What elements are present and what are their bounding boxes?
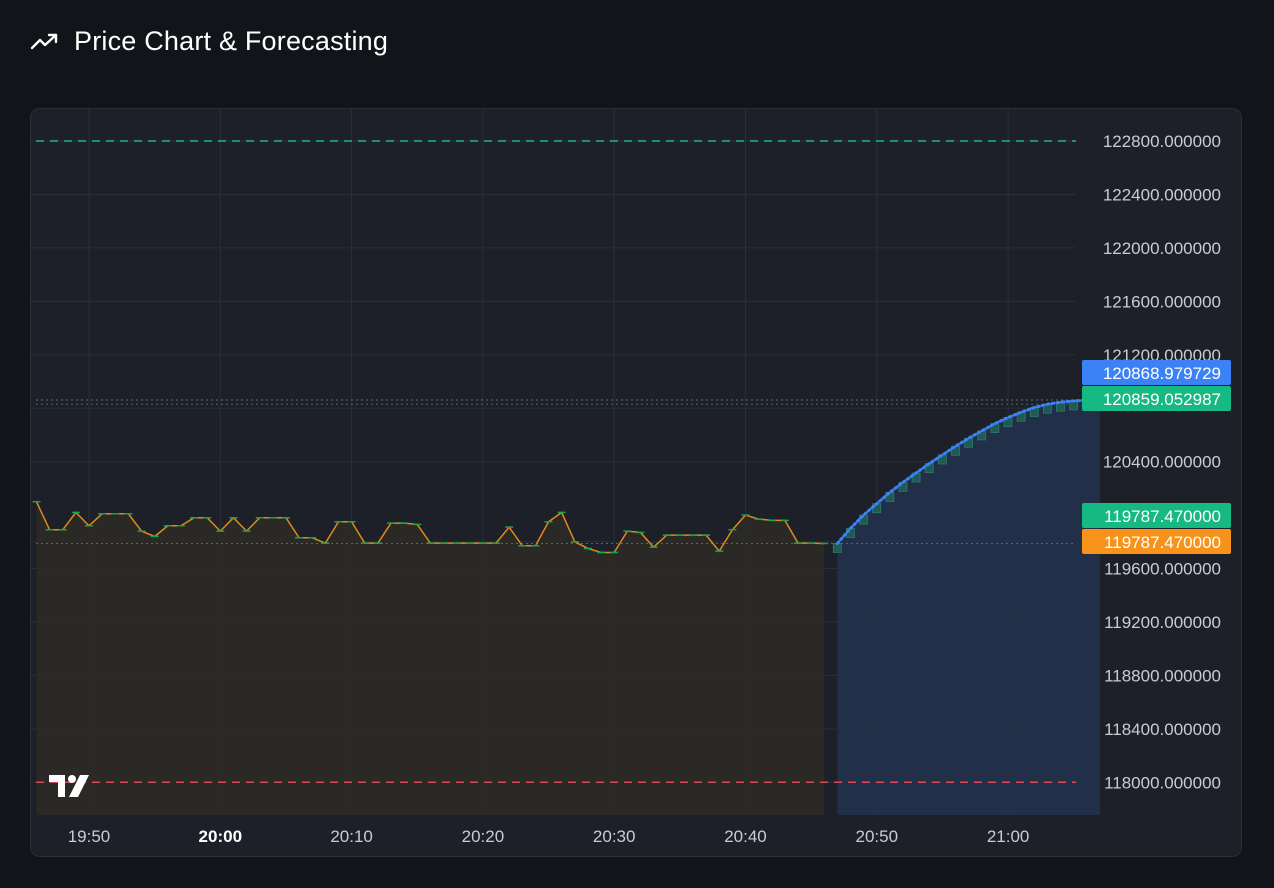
price-tag-label: 120868.979729 [1103,364,1221,383]
page-title: Price Chart & Forecasting [74,25,389,56]
price-tag-background [1082,360,1231,385]
price-tag-label: 120859.052987 [1103,390,1221,409]
y-tick-label: 119200.000000 [1104,613,1221,632]
x-tick-label: 20:40 [724,827,767,846]
x-tick-label: 21:00 [987,827,1030,846]
y-tick-label: 118400.000000 [1104,720,1221,739]
price-tag-label: 119787.470000 [1104,533,1221,552]
x-tick-label: 20:50 [856,827,899,846]
chart-panel[interactable]: 122800.000000 122400.000000 122000.000000 1… [30,108,1242,857]
price-chart[interactable]: 122800.000000 122400.000000 122000.000000 1… [31,109,1242,857]
y-tick-label: 121600.000000 [1103,292,1221,311]
forecast-area [837,398,1100,815]
x-tick-label: 20:30 [593,827,636,846]
price-tag: 119787.470000 [1082,529,1231,554]
chart-header: Price Chart & Forecasting [30,24,388,58]
price-tag-background [1082,503,1231,528]
price-tag-background [1082,386,1231,411]
price-tag-label: 119787.470000 [1104,507,1221,526]
y-tick-label: 119600.000000 [1104,560,1221,579]
x-tick-label: 20:00 [199,827,242,846]
y-tick-label: 122400.000000 [1103,185,1221,204]
price-tag: 120859.052987 [1082,386,1231,411]
y-tick-label: 118800.000000 [1104,666,1221,685]
time-axis-band [31,815,1241,856]
price-tag: 119787.470000 [1082,503,1231,528]
x-tick-label: 20:10 [330,827,373,846]
tradingview-logo[interactable] [47,773,97,799]
y-tick-label: 118000.000000 [1104,773,1221,792]
y-tick-label: 120400.000000 [1103,453,1221,472]
y-tick-label: 122800.000000 [1103,132,1221,151]
x-tick-label: 19:50 [68,827,111,846]
y-tick-label: 122000.000000 [1103,239,1221,258]
price-tag-background [1082,529,1231,554]
x-tick-label: 20:20 [462,827,505,846]
forecast-series-line [835,397,1102,545]
history-area [36,501,825,815]
price-tag: 120868.979729 [1082,360,1231,385]
trending-up-icon [30,33,58,50]
